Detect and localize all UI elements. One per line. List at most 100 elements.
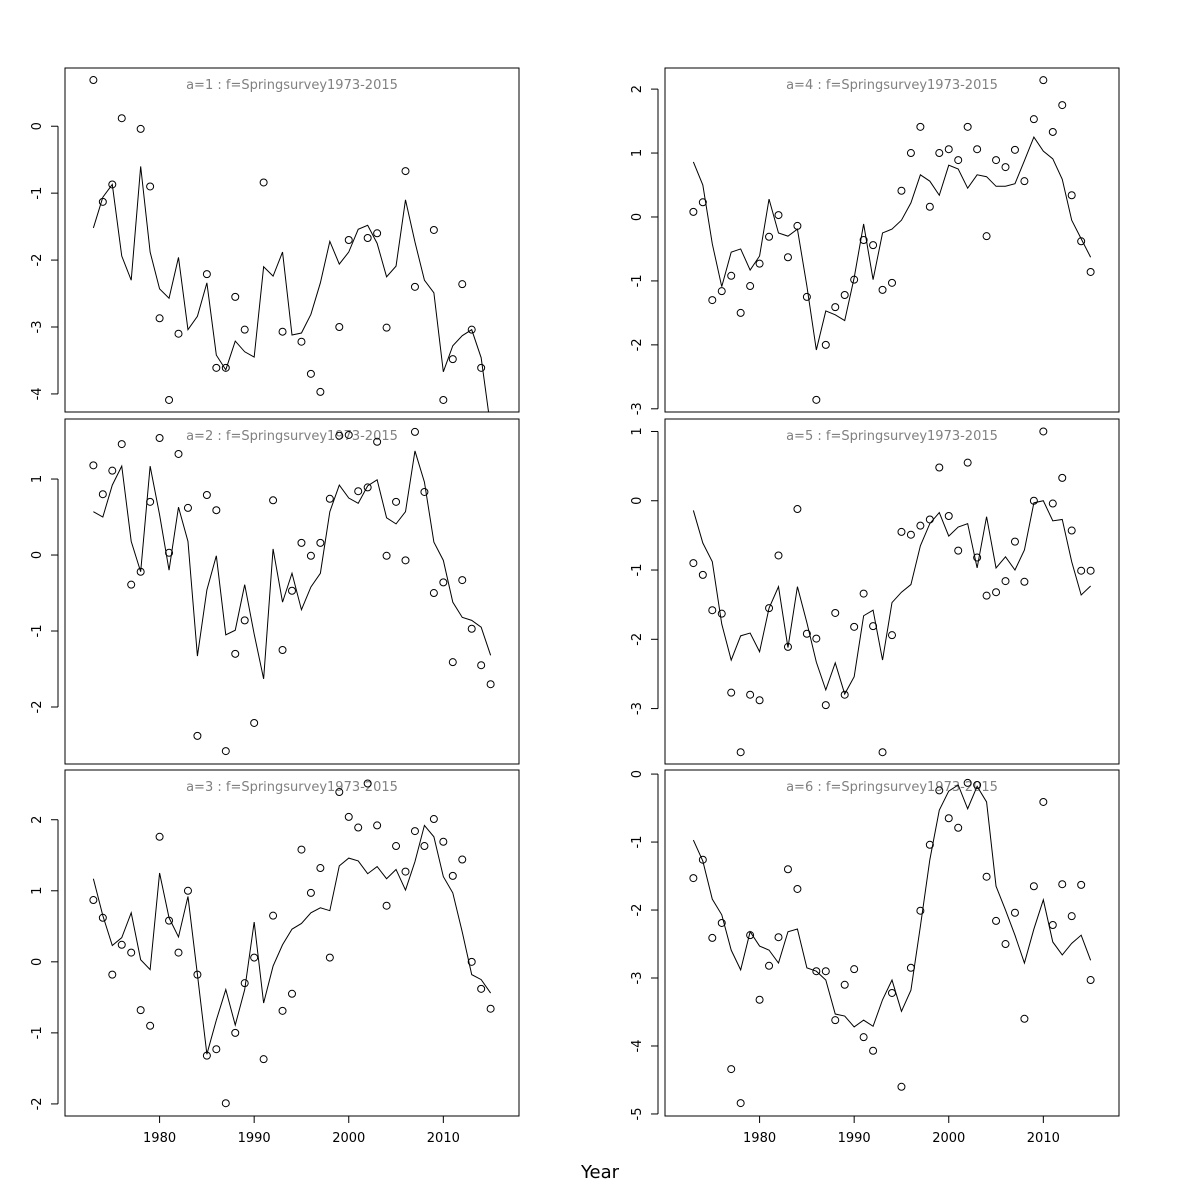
data-point: [316, 387, 325, 396]
data-point: [925, 202, 934, 211]
data-point: [689, 874, 698, 883]
data-point: [935, 786, 944, 795]
data-point: [755, 696, 764, 705]
data-point: [174, 449, 183, 458]
panel: a=1 : f=Springsurvey1973-2015 -4 -3 -2 -1 0: [30, 67, 520, 413]
y-tick-label: 0: [30, 122, 45, 130]
data-point: [1058, 101, 1067, 110]
data-point: [373, 821, 382, 830]
data-point: [136, 124, 145, 133]
panel: a=5 : f=Springsurvey1973-2015 -3 -2 -1 0 1: [630, 418, 1120, 765]
y-tick-label: 1: [30, 475, 45, 483]
data-point: [335, 323, 344, 332]
data-point: [250, 953, 259, 962]
data-point: [1067, 191, 1076, 200]
data-point: [973, 780, 982, 789]
data-point: [888, 988, 896, 997]
data-point: [354, 823, 363, 832]
data-point: [783, 642, 792, 651]
data-point: [89, 896, 98, 905]
data-point: [146, 1021, 155, 1030]
panel-title: a=5 : f=Springsurvey1973-2015: [786, 429, 998, 444]
data-point: [1058, 880, 1067, 889]
data-point: [410, 282, 419, 291]
plot-area: [689, 427, 1095, 757]
data-point: [689, 559, 698, 568]
data-point: [1010, 537, 1019, 546]
data-point: [89, 76, 98, 85]
data-point: [486, 1004, 495, 1013]
data-point: [897, 1082, 906, 1091]
data-point: [831, 303, 840, 312]
data-point: [765, 604, 774, 613]
y-tick-label: 0: [630, 770, 645, 778]
data-point: [373, 437, 382, 446]
data-point: [306, 369, 315, 378]
data-point: [174, 948, 183, 957]
data-point: [935, 463, 944, 472]
data-point: [812, 395, 821, 404]
data-point: [448, 658, 457, 667]
y-tick-label: -3: [630, 702, 645, 715]
data-point: [982, 591, 991, 600]
data-point: [755, 995, 764, 1004]
data-point: [698, 570, 707, 579]
data-point: [736, 1099, 745, 1108]
y-tick-label: -3: [30, 321, 45, 334]
data-point: [708, 606, 717, 615]
data-point: [212, 1045, 221, 1054]
data-point: [392, 842, 401, 851]
x-tick-label: 1990: [238, 1131, 271, 1146]
data-point: [401, 867, 410, 876]
data-point: [1067, 526, 1076, 535]
data-point: [727, 688, 736, 697]
data-point: [906, 149, 915, 158]
data-point: [429, 815, 438, 824]
y-tick-label: -2: [630, 904, 645, 917]
data-point: [821, 340, 830, 349]
data-point: [146, 182, 155, 191]
data-point: [888, 631, 896, 640]
y-tick-label: -1: [30, 1026, 45, 1039]
data-point: [746, 282, 755, 291]
data-point: [906, 530, 915, 539]
data-point: [793, 884, 802, 893]
data-point: [458, 576, 467, 585]
panel-title: a=2 : f=Springsurvey1973-2015: [186, 429, 398, 444]
y-tick-label: -1: [630, 836, 645, 849]
y-tick-label: 0: [30, 551, 45, 559]
data-point: [89, 461, 98, 470]
y-tick-label: 2: [630, 85, 645, 93]
data-point: [448, 871, 457, 880]
data-point: [212, 506, 221, 515]
data-point: [344, 430, 353, 439]
plot-frame: [664, 769, 1120, 1117]
data-point: [774, 551, 783, 560]
data-point: [736, 308, 745, 317]
y-tick-label: -1: [30, 625, 45, 638]
data-point: [840, 980, 849, 989]
data-point: [382, 901, 391, 910]
y-tick-label: -4: [630, 1039, 645, 1052]
data-point: [335, 788, 344, 797]
fit-line: [692, 784, 1092, 1028]
data-point: [717, 918, 726, 927]
data-point: [458, 280, 467, 289]
data-point: [954, 823, 963, 832]
data-point: [992, 156, 1001, 165]
data-point: [165, 395, 174, 404]
data-point: [278, 1006, 287, 1015]
data-point: [935, 149, 944, 158]
data-point: [821, 967, 830, 976]
data-point: [231, 649, 240, 658]
data-point: [117, 440, 126, 449]
data-point: [477, 984, 486, 993]
data-point: [963, 778, 972, 787]
data-point: [335, 431, 344, 440]
x-tick-label: 2000: [932, 1131, 965, 1146]
data-point: [963, 122, 972, 131]
data-point: [98, 490, 107, 499]
data-point: [850, 965, 859, 974]
data-point: [429, 225, 438, 234]
